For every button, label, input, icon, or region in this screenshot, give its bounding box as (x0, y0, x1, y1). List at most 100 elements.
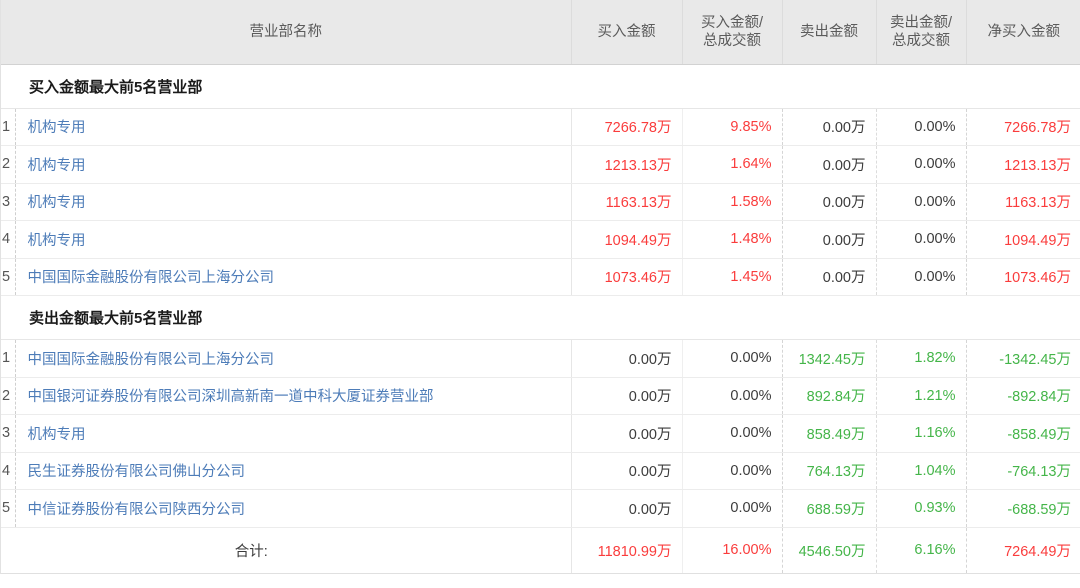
branch-name-link[interactable]: 中国国际金融股份有限公司上海分公司 (15, 339, 571, 378)
row-index: 3 (1, 414, 16, 453)
total-buy-ratio: 16.00% (681, 526, 782, 574)
buy-amount-cell: 1073.46万 (570, 258, 682, 296)
buy-ratio-cell: 0.00% (681, 452, 782, 490)
buy-ratio-cell: 0.00% (681, 339, 782, 378)
column-header-sell-amount: 卖出金额 (782, 0, 877, 65)
branch-name-link[interactable]: 中信证券股份有限公司陕西分公司 (15, 489, 571, 528)
net-amount-cell: 1073.46万 (965, 258, 1080, 296)
net-amount-cell: -688.59万 (965, 489, 1080, 528)
row-index: 1 (1, 108, 16, 146)
branch-name-link[interactable]: 机构专用 (15, 108, 571, 146)
buy-amount-cell: 0.00万 (570, 414, 682, 453)
table-row: 2 中国银河证券股份有限公司深圳高新南一道中科大厦证券营业部 0.00万 0.00% 8… (1, 377, 1080, 415)
table-row: 3 机构专用 0.00万 0.00% 858.49万 1.16% -858.49万 (1, 414, 1080, 453)
buy-amount-cell: 0.00万 (570, 489, 682, 528)
buy-amount-cell: 0.00万 (570, 339, 682, 378)
net-amount-cell: 1094.49万 (965, 220, 1080, 259)
sell-amount-cell: 0.00万 (781, 258, 876, 296)
sell-ratio-cell: 1.04% (875, 452, 966, 490)
table-row: 1 机构专用 7266.78万 9.85% 0.00万 0.00% 7266.78万 (1, 108, 1080, 146)
buy-ratio-cell: 1.64% (681, 145, 782, 184)
total-sell-ratio: 6.16% (875, 526, 966, 574)
column-header-buy-ratio-line2: 总成交额 (703, 32, 761, 49)
row-index: 5 (1, 489, 16, 528)
sell-amount-cell: 0.00万 (781, 220, 876, 259)
table-row: 5 中国国际金融股份有限公司上海分公司 1073.46万 1.45% 0.00万 0.00… (1, 258, 1080, 296)
buy-amount-cell: 7266.78万 (570, 108, 682, 146)
total-sell-amount: 4546.50万 (781, 526, 876, 574)
buy-ratio-cell: 9.85% (681, 108, 782, 146)
table-row: 4 民生证券股份有限公司佛山分公司 0.00万 0.00% 764.13万 1.04% -7… (1, 452, 1080, 490)
branch-name-link[interactable]: 民生证券股份有限公司佛山分公司 (15, 452, 571, 490)
table-header: 营业部名称 买入金额 买入金额/ 总成交额 卖出金额 卖出金额/ 总成交额 净买… (1, 0, 1080, 65)
total-row: 合计: 11810.99万 16.00% 4546.50万 6.16% 7264.49万 (1, 526, 1080, 574)
net-amount-cell: -892.84万 (965, 377, 1080, 415)
row-index: 4 (1, 452, 16, 490)
sell-ratio-cell: 0.00% (875, 258, 966, 296)
column-header-buy-amount: 买入金额 (571, 0, 683, 65)
sell-ratio-cell: 1.82% (875, 339, 966, 378)
section-title: 卖出金额最大前5名营业部 (1, 295, 1080, 340)
branch-name-link[interactable]: 机构专用 (15, 220, 571, 259)
buy-ratio-cell: 0.00% (681, 377, 782, 415)
column-header-buy-ratio-line1: 买入金额/ (700, 14, 764, 31)
row-index: 5 (1, 258, 16, 296)
table-row: 4 机构专用 1094.49万 1.48% 0.00万 0.00% 1094.49万 (1, 220, 1080, 259)
branch-name-link[interactable]: 中国银河证券股份有限公司深圳高新南一道中科大厦证券营业部 (15, 377, 571, 415)
row-index: 2 (1, 145, 16, 184)
branch-name-link[interactable]: 机构专用 (15, 414, 571, 453)
buy-amount-cell: 1094.49万 (570, 220, 682, 259)
section-title-row: 卖出金额最大前5名营业部 (1, 295, 1080, 340)
branch-name-link[interactable]: 机构专用 (15, 183, 571, 221)
table-row: 5 中信证券股份有限公司陕西分公司 0.00万 0.00% 688.59万 0.93% -6… (1, 489, 1080, 528)
net-amount-cell: 1213.13万 (965, 145, 1080, 184)
sell-amount-cell: 892.84万 (781, 377, 876, 415)
buy-amount-cell: 1213.13万 (570, 145, 682, 184)
column-header-sell-ratio-line2: 总成交额 (892, 32, 950, 49)
sell-amount-cell: 0.00万 (781, 108, 876, 146)
row-index: 4 (1, 220, 16, 259)
buy-ratio-cell: 1.48% (681, 220, 782, 259)
sell-amount-cell: 0.00万 (781, 145, 876, 184)
column-header-branch-name: 营业部名称 (1, 0, 572, 65)
total-buy-amount: 11810.99万 (570, 526, 682, 574)
column-header-sell-ratio-line1: 卖出金额/ (889, 14, 953, 31)
column-header-net-amount: 净买入金额 (966, 0, 1080, 65)
table-row: 1 中国国际金融股份有限公司上海分公司 0.00万 0.00% 1342.45万 1.82… (1, 339, 1080, 378)
buy-ratio-cell: 0.00% (681, 489, 782, 528)
net-amount-cell: 7266.78万 (965, 108, 1080, 146)
row-index: 3 (1, 183, 16, 221)
sell-ratio-cell: 1.16% (875, 414, 966, 453)
buy-amount-cell: 1163.13万 (570, 183, 682, 221)
table-row: 3 机构专用 1163.13万 1.58% 0.00万 0.00% 1163.13万 (1, 183, 1080, 221)
sell-amount-cell: 764.13万 (781, 452, 876, 490)
buy-ratio-cell: 1.58% (681, 183, 782, 221)
buy-amount-cell: 0.00万 (570, 452, 682, 490)
buy-ratio-cell: 0.00% (681, 414, 782, 453)
buy-amount-cell: 0.00万 (570, 377, 682, 415)
buy-ratio-cell: 1.45% (681, 258, 782, 296)
sell-amount-cell: 0.00万 (781, 183, 876, 221)
net-amount-cell: -858.49万 (965, 414, 1080, 453)
row-index: 1 (1, 339, 16, 378)
net-amount-cell: -1342.45万 (965, 339, 1080, 378)
column-header-buy-ratio: 买入金额/ 总成交额 (682, 0, 783, 65)
section-title: 买入金额最大前5名营业部 (1, 63, 1080, 109)
section-title-row: 买入金额最大前5名营业部 (1, 63, 1080, 109)
table-body: 买入金额最大前5名营业部 1 机构专用 7266.78万 9.85% 0.00万 0.00%… (1, 63, 1080, 574)
sell-amount-cell: 1342.45万 (781, 339, 876, 378)
row-index: 2 (1, 377, 16, 415)
branch-name-link[interactable]: 机构专用 (15, 145, 571, 184)
net-amount-cell: -764.13万 (965, 452, 1080, 490)
dragon-tiger-list-table: 营业部名称 买入金额 买入金额/ 总成交额 卖出金额 卖出金额/ 总成交额 净买… (1, 0, 1080, 574)
sell-ratio-cell: 1.21% (875, 377, 966, 415)
branch-name-link[interactable]: 中国国际金融股份有限公司上海分公司 (15, 258, 571, 296)
sell-ratio-cell: 0.00% (875, 220, 966, 259)
sell-ratio-cell: 0.00% (875, 183, 966, 221)
sell-ratio-cell: 0.00% (875, 108, 966, 146)
net-amount-cell: 1163.13万 (965, 183, 1080, 221)
sell-amount-cell: 858.49万 (781, 414, 876, 453)
dragon-tiger-list-table-container: 营业部名称 买入金额 买入金额/ 总成交额 卖出金额 卖出金额/ 总成交额 净买… (0, 0, 1080, 574)
sell-ratio-cell: 0.93% (875, 489, 966, 528)
column-header-sell-ratio: 卖出金额/ 总成交额 (876, 0, 967, 65)
